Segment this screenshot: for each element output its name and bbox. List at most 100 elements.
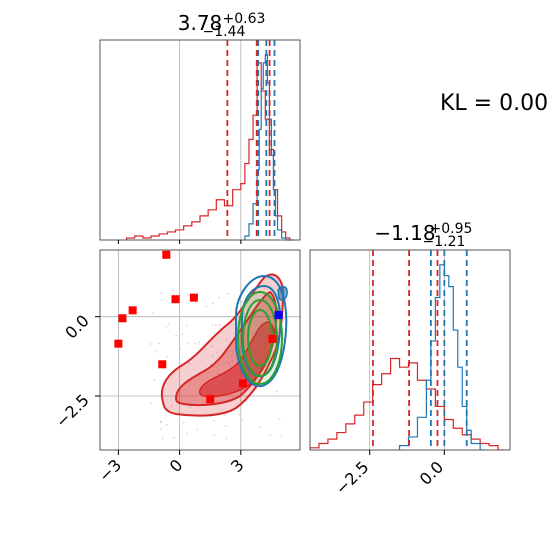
panel-1-title-upper: +0.63	[223, 11, 266, 27]
joint-markers	[114, 250, 283, 404]
sample-dot	[259, 426, 262, 429]
sample-dot	[227, 362, 230, 364]
sample-dot	[233, 349, 236, 352]
red-marker-6	[158, 360, 167, 369]
panel-2-title: −1.18	[374, 221, 435, 245]
sample-dot	[231, 355, 233, 358]
sample-dot	[159, 421, 162, 424]
sample-dot	[152, 312, 155, 315]
sample-dot	[150, 343, 152, 345]
sample-dot	[186, 343, 189, 345]
panel-1-frame	[99, 39, 301, 241]
sample-dot	[224, 413, 227, 416]
green-contour-outer	[237, 291, 283, 385]
panel-1-histograms	[125, 54, 294, 241]
sample-dot	[158, 342, 160, 345]
panel-1-ticks	[117, 240, 242, 244]
sample-dot	[186, 324, 188, 327]
joint-xtick-label-0: −3	[95, 455, 125, 485]
sample-dot	[194, 342, 197, 345]
joint-plot-area	[114, 250, 288, 440]
sample-dot	[218, 296, 221, 299]
sample-dot	[275, 390, 278, 393]
panel-2-quantile-lines	[372, 250, 468, 450]
histogram-blue	[398, 264, 487, 450]
panel-2-frame	[309, 249, 511, 451]
sample-dot	[216, 351, 218, 354]
sample-dot	[211, 323, 214, 326]
sample-dot	[196, 428, 199, 431]
panel-1-title: 3.78	[178, 11, 223, 35]
sample-dot	[225, 338, 228, 341]
red-marker-1	[114, 339, 123, 348]
panel-marginal-1: 3.78 +0.63 −1.44	[99, 11, 301, 244]
panel-1-quantile-lines	[226, 40, 276, 240]
sample-dot	[241, 419, 244, 422]
blue-contour-blob	[277, 285, 288, 301]
sample-dot	[226, 292, 229, 295]
sample-dot	[214, 324, 217, 327]
sample-dot	[181, 333, 184, 336]
sample-dot	[160, 299, 163, 302]
red-marker-7	[206, 395, 215, 404]
panel-2-ticks: −2.5 0.0	[332, 450, 447, 498]
panel-marginal-2: −2.5 0.0 −1.18 +0.95 −1.21	[309, 221, 511, 498]
green-contour-middle	[242, 299, 278, 377]
sample-dot	[160, 292, 163, 295]
sample-dot	[161, 437, 164, 440]
sample-dot	[168, 322, 170, 325]
sample-dot	[170, 405, 173, 407]
sample-dot	[175, 334, 177, 337]
sample-dot	[212, 354, 215, 357]
sample-dot	[150, 402, 153, 405]
joint-ytick-label-1: 0.0	[61, 311, 92, 342]
panel-1-title-value: 3.78	[178, 11, 223, 35]
sample-dot	[225, 437, 228, 440]
sample-dot	[160, 428, 163, 430]
joint-frame	[99, 249, 301, 451]
red-marker-8	[238, 379, 247, 388]
panel-2-title-lower: −1.21	[423, 234, 466, 250]
sample-dot	[172, 436, 175, 439]
joint-xtick-label-2: 3	[227, 455, 248, 476]
kl-label: KL = 0.00	[440, 91, 548, 116]
sample-dot	[269, 434, 272, 437]
sample-dot	[165, 423, 168, 426]
sample-dot	[217, 373, 220, 376]
sample-dot	[231, 350, 234, 353]
sample-dot	[224, 425, 227, 427]
sample-dot	[188, 362, 191, 365]
joint-ytick-label-0: −2.5	[52, 390, 93, 431]
joint-xtick-label-1: 0	[166, 455, 187, 476]
panel-2-title-upper: +0.95	[430, 221, 473, 237]
histogram-blue	[244, 54, 290, 241]
red-marker-2	[118, 314, 127, 323]
sample-dot	[241, 300, 243, 303]
sample-dot	[231, 359, 234, 362]
panel-2-xtick-label-0: −2.5	[332, 457, 373, 498]
sample-dot	[278, 418, 281, 420]
panel-1-title-lower: −1.44	[203, 24, 246, 40]
sample-dot	[282, 317, 285, 320]
sample-dot	[212, 419, 215, 422]
histogram-red	[125, 62, 294, 241]
blue-marker	[274, 311, 283, 320]
red-marker-9	[268, 334, 277, 343]
red-marker-4	[171, 295, 180, 304]
sample-dot	[205, 305, 208, 308]
sample-dot	[218, 324, 221, 327]
sample-dot	[267, 310, 269, 313]
sample-dot	[153, 379, 156, 381]
panel-2-plot-area	[310, 250, 505, 450]
sample-dot	[179, 348, 182, 350]
red-marker-5	[189, 293, 198, 302]
sample-dot	[155, 350, 158, 353]
sample-dot	[212, 302, 214, 305]
sample-dot	[165, 325, 168, 328]
sample-dot	[182, 421, 185, 424]
panel-2-xtick-label-1: 0.0	[416, 457, 447, 488]
sample-dot	[166, 355, 168, 358]
panel-joint: −3 0 3 −2.5 0.0	[52, 249, 301, 486]
sample-dot	[238, 413, 240, 416]
